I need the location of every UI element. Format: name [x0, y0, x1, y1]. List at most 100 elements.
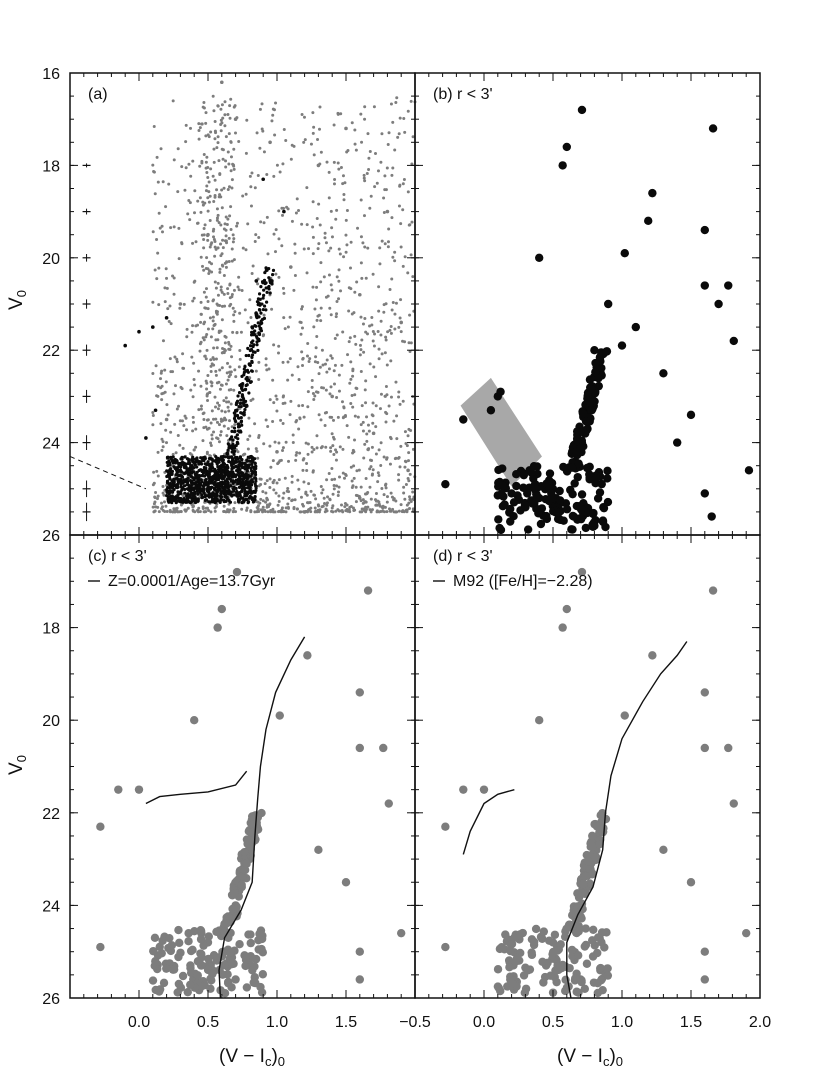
data-point [312, 447, 316, 451]
data-point [357, 468, 361, 472]
data-point [579, 880, 588, 889]
data-point [184, 416, 188, 420]
data-point [178, 306, 182, 310]
data-point [223, 495, 227, 499]
y-axis-label-top: V0 [6, 290, 29, 310]
data-point [560, 932, 570, 942]
data-point [217, 380, 221, 384]
data-point [220, 318, 224, 322]
data-point [219, 242, 223, 246]
data-point [289, 265, 293, 269]
data-point [505, 963, 514, 972]
data-point [742, 928, 751, 938]
data-point [171, 274, 175, 278]
data-point [313, 510, 317, 514]
data-point [270, 307, 274, 311]
x-tick-label: 1.5 [680, 1014, 702, 1031]
data-point [599, 824, 608, 833]
data-point [394, 499, 398, 503]
data-point [261, 490, 265, 494]
data-point [596, 963, 605, 973]
data-point [388, 462, 392, 466]
data-point [215, 302, 219, 306]
data-point [577, 567, 587, 577]
data-point [345, 150, 349, 154]
data-point [226, 486, 230, 490]
data-point [182, 302, 186, 306]
data-point [367, 168, 371, 172]
data-point [194, 427, 198, 431]
data-point [228, 473, 232, 477]
data-point [177, 469, 181, 474]
data-point [281, 162, 285, 166]
y-tick-label: 24 [42, 898, 60, 915]
data-point [167, 490, 171, 494]
data-point [241, 397, 246, 401]
data-point [617, 341, 627, 350]
y-tick-label: 22 [42, 806, 60, 823]
data-point [212, 323, 216, 327]
data-point [214, 369, 218, 373]
data-point [385, 510, 389, 514]
data-point [180, 475, 185, 479]
data-point [174, 485, 178, 489]
data-point [373, 332, 377, 336]
data-point [178, 302, 183, 306]
data-point [288, 413, 292, 417]
data-point [318, 105, 322, 109]
data-point [275, 397, 279, 401]
data-point [318, 365, 322, 369]
data-point [367, 429, 371, 433]
data-point [364, 492, 368, 496]
data-point [589, 508, 598, 518]
data-point [266, 510, 270, 514]
data-point [341, 447, 345, 451]
data-point [209, 444, 213, 448]
data-point [254, 279, 259, 283]
data-point [441, 822, 450, 831]
data-point [219, 129, 223, 133]
data-point [191, 420, 195, 424]
data-point [391, 166, 395, 170]
data-point [700, 947, 709, 956]
data-point [301, 404, 305, 408]
data-point [365, 171, 369, 175]
data-point [234, 460, 239, 464]
data-point [319, 484, 323, 488]
data-point [208, 260, 212, 264]
data-point [406, 190, 410, 194]
data-point [398, 402, 402, 406]
data-point [385, 209, 390, 214]
data-point [213, 178, 217, 182]
data-point [255, 929, 264, 939]
data-point [187, 460, 191, 464]
data-point [211, 299, 215, 303]
data-point [258, 327, 262, 331]
data-point [587, 405, 597, 415]
data-point [164, 417, 169, 422]
data-point [234, 409, 238, 413]
data-point [597, 479, 606, 489]
data-point [340, 509, 344, 513]
data-point [341, 330, 345, 334]
data-point [167, 941, 177, 950]
data-point [372, 365, 376, 369]
data-point [224, 265, 228, 269]
data-point [217, 221, 221, 225]
data-point [306, 442, 310, 446]
data-point [282, 291, 286, 295]
data-point [283, 327, 287, 331]
data-point [328, 306, 332, 310]
data-point [154, 364, 158, 368]
y-tick-label: 20 [42, 251, 60, 268]
data-point [352, 476, 356, 480]
data-point [246, 938, 255, 948]
data-point [220, 290, 224, 294]
data-point [215, 218, 219, 222]
data-point [180, 470, 184, 474]
data-point [171, 452, 175, 456]
data-point [159, 978, 169, 988]
data-point [519, 483, 528, 492]
data-point [261, 177, 266, 182]
data-point [153, 500, 157, 504]
